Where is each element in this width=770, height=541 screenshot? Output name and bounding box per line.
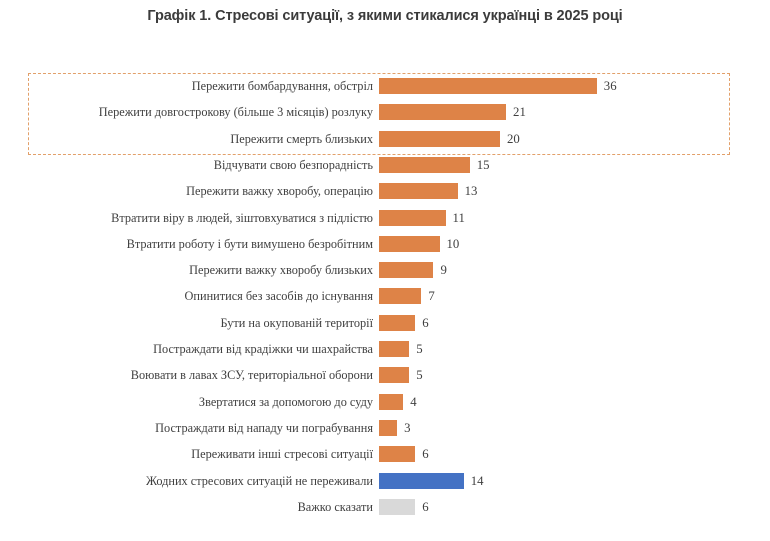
bar-category-label: Жодних стресових ситуацій не переживали [145,473,373,488]
bar-category-label: Пережити бомбардування, обстріл [191,79,373,93]
bar-row: Пережити довгострокову (більше 3 місяців… [0,99,770,125]
bar-category-label: Пережити довгострокову (більше 3 місяців… [98,105,373,120]
bar-row: Пережити важку хворобу, операцію 13 [0,178,770,204]
bar [379,78,597,94]
bar-row: Втратити віру в людей, зіштовхуватися з … [0,205,770,231]
bar-value-label: 14 [470,473,484,488]
bar-value-label: 10 [446,236,460,251]
bar [379,314,416,331]
bar-row: Опинитися без засобів до існування 7 [0,283,770,309]
bar-row: Пережити смерть близьких 20 [0,126,770,152]
bar-category-label: Опинитися без засобів до існування [184,289,373,304]
bar-row: Пережити бомбардування, обстріл 36 [0,73,770,99]
bar-value-label: 6 [422,447,429,462]
bar-row: Бути на окупованій території 6 [0,310,770,336]
bar-category-label: Пережити важку хворобу, операцію [186,184,373,199]
bar [379,367,410,384]
bar-category-label: Воювати в лавах ЗСУ, територіальної обор… [130,368,373,383]
bar [379,209,446,226]
bar-value-label: 15 [476,157,490,172]
bar-value-label: 9 [440,263,447,278]
bar-value-label: 6 [422,499,429,514]
bar-category-label: Постраждати від крадіжки чи шахрайства [153,342,373,356]
bar [379,235,440,252]
bar-value-label: 13 [464,184,478,199]
bar-category-label: Пережити важку хворобу близьких [189,263,373,278]
bar-row: Постраждати від крадіжки чи шахрайства 5 [0,336,770,362]
bar-row: Жодних стресових ситуацій не переживали 1… [0,468,770,494]
bar [379,341,410,357]
bar [379,104,507,121]
bar-value-label: 5 [416,368,423,383]
bar-row: Відчувати свою безпорадність 15 [0,152,770,178]
bar [379,262,434,279]
bar-value-label: 6 [422,315,429,330]
bar-category-label: Бути на окупованій території [220,315,373,330]
bar-value-label: 7 [428,289,435,304]
bar-row: Воювати в лавах ЗСУ, територіальної обор… [0,362,770,388]
bar [379,472,464,489]
bar [379,446,416,463]
bar-value-label: 4 [410,394,417,409]
bar [379,130,500,147]
bar-value-label: 20 [507,131,520,146]
bar-value-label: 11 [452,210,465,225]
bar [379,393,404,410]
bar-category-label: Пережити смерть близьких [230,131,373,146]
bar-row: Втратити роботу і бути вимушено безробіт… [0,231,770,257]
bar-category-label: Важко сказати [297,499,373,514]
bar-value-label: 5 [416,342,423,356]
chart-title: Графік 1. Стресові ситуації, з якими сти… [147,8,623,24]
bar-row: Важко сказати 6 [0,494,770,520]
bar-value-label: 36 [603,79,617,93]
bar [379,288,422,305]
bar-value-label: 3 [404,420,411,435]
bar [379,183,458,200]
bar-value-label: 21 [513,105,526,120]
bar-category-label: Переживати інші стресові ситуації [191,447,373,462]
bar-category-label: Втратити віру в людей, зіштовхуватися з … [111,210,373,225]
bar-row: Переживати інші стресові ситуації 6 [0,441,770,467]
bar-category-label: Постраждати від нападу чи пограбування [155,420,373,435]
bar-category-label: Звертатися за допомогою до суду [198,394,373,409]
bar-row: Звертатися за допомогою до суду 4 [0,389,770,415]
bar-category-label: Відчувати свою безпорадність [213,157,373,172]
bar-row: Пережити важку хворобу близьких 9 [0,257,770,283]
bar [379,419,398,436]
bar [379,498,416,515]
bar [379,156,470,173]
bar-row: Постраждати від нападу чи пограбування 3 [0,415,770,441]
bar-category-label: Втратити роботу і бути вимушено безробіт… [126,236,373,251]
